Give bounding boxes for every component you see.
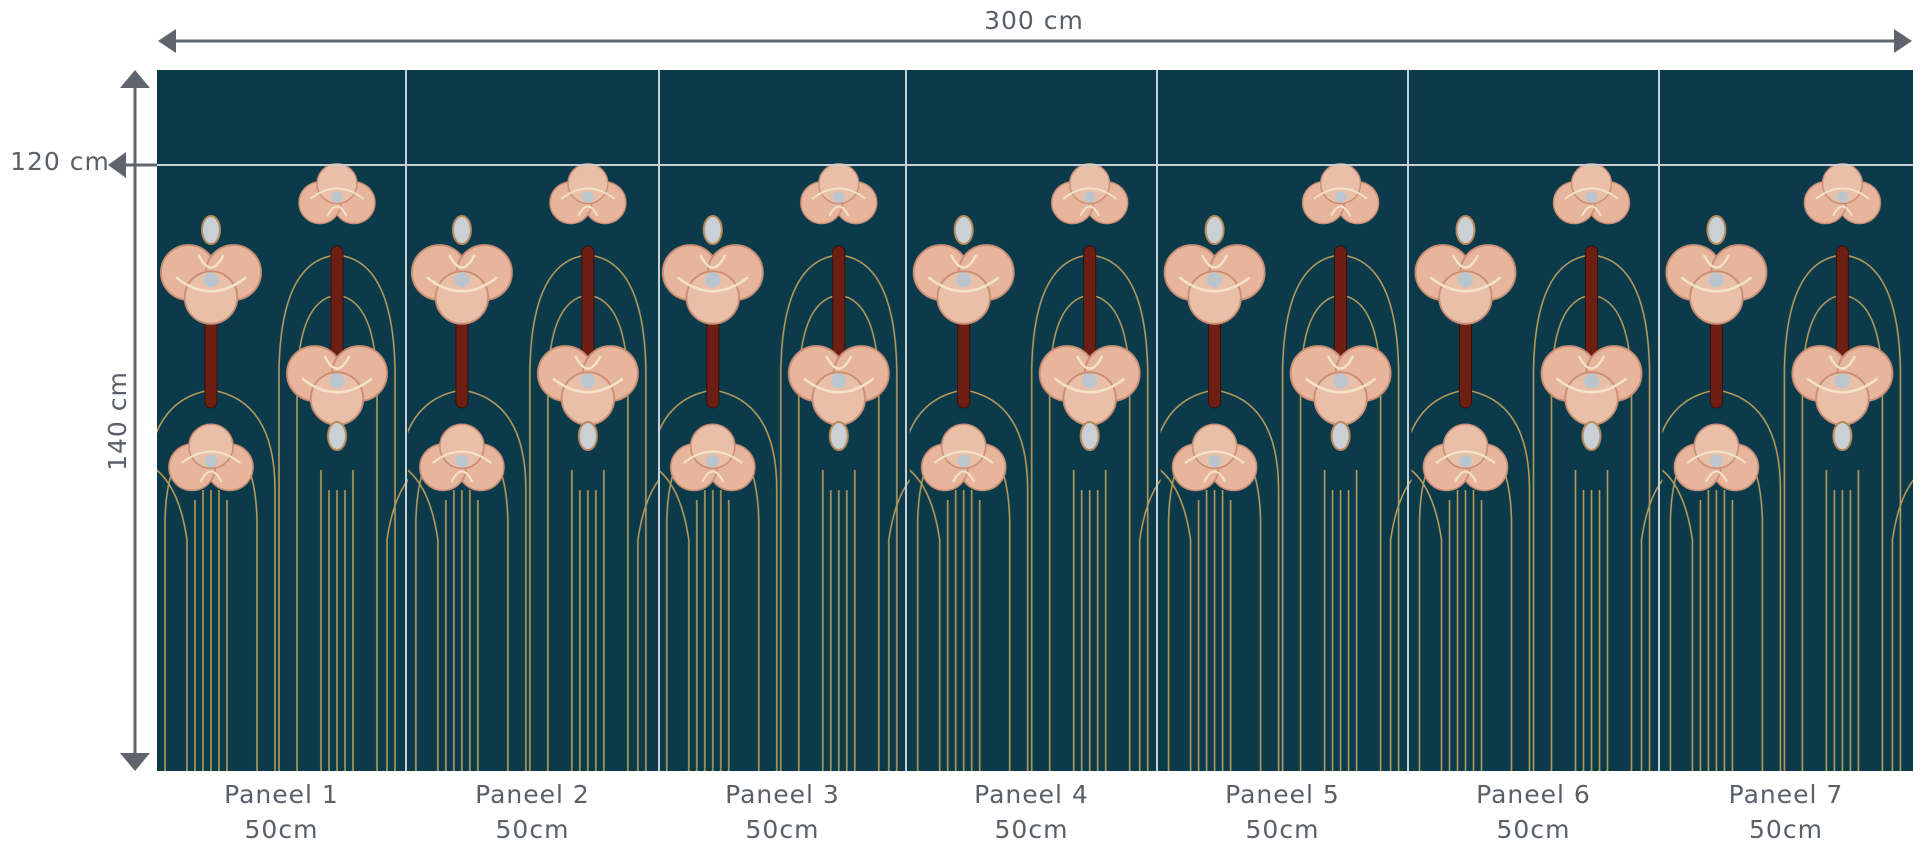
panel-width: 50cm [995,815,1069,844]
panel-width: 50cm [1497,815,1571,844]
height-arrow [120,70,150,771]
top-band-arrow [108,152,157,178]
panel-name: Paneel 3 [725,780,840,809]
panel-width: 50cm [245,815,319,844]
panel-name: Paneel 6 [1476,780,1591,809]
width-label: 300 cm [984,6,1084,35]
panel-name: Paneel 7 [1729,780,1844,809]
panel-width: 50cm [1749,815,1823,844]
panel-labels: Paneel 1 50cm Paneel 2 50cm Paneel 3 50cm Pane… [224,780,1844,844]
height-label: 140 cm [103,371,132,471]
panel-name: Paneel 1 [224,780,339,809]
width-arrow [158,29,1912,53]
panel-dividers [405,70,1660,771]
wallpaper-pattern [157,70,1913,771]
panel-width: 50cm [496,815,570,844]
panel-name: Paneel 5 [1225,780,1340,809]
panel-name: Paneel 4 [974,780,1089,809]
panel-name: Paneel 2 [475,780,590,809]
top-band-label: 120 cm [10,147,110,176]
panel-width: 50cm [1246,815,1320,844]
panel-width: 50cm [746,815,820,844]
